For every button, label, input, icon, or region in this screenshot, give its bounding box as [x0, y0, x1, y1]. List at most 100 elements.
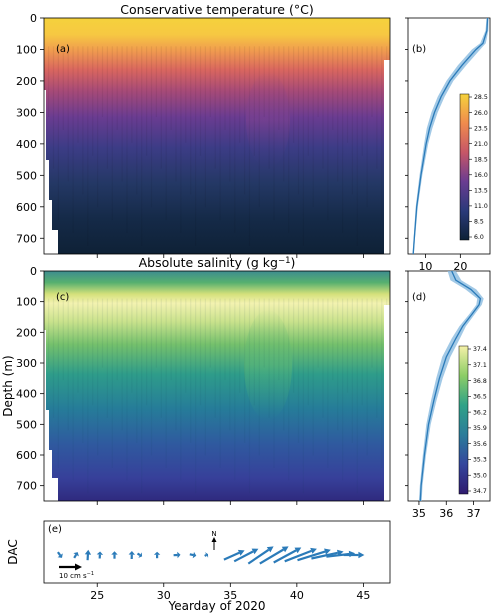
panel-a: Conservative temperature (°C) (a) 0 100 20… [16, 2, 391, 258]
dac-vector [259, 548, 285, 565]
profile-stripe [366, 46, 368, 208]
profile-stripe [273, 298, 275, 468]
ytick-label: 100 [16, 43, 37, 56]
profile-stripe [62, 298, 64, 381]
panel-d-label: (d) [412, 292, 426, 303]
profile-stripe [190, 46, 192, 195]
dac-vector-head [57, 553, 63, 558]
colorbar-tick-label: 35.6 [473, 441, 487, 448]
panel-c-label: (c) [56, 292, 69, 303]
profile-stripe [175, 298, 177, 431]
xtick-label: 20 [453, 260, 467, 273]
colorbar-tick-label: 34.7 [473, 488, 487, 495]
profile-stripe [371, 46, 373, 118]
profile-stripe [92, 46, 94, 156]
colorbar-tick-label: 28.5 [474, 94, 488, 101]
profile-stripe [346, 46, 349, 143]
salinity-nodata-edge [44, 330, 58, 501]
colorbar-tick-label: 36.8 [473, 378, 487, 385]
profile-stripe [312, 298, 314, 456]
profile-stripe [293, 46, 295, 143]
ytick-label: 200 [16, 326, 37, 339]
ytick-label: 0 [30, 12, 37, 25]
profile-stripe [116, 298, 118, 381]
temperature-heatmap [44, 18, 390, 254]
colorbar-tick-label: 8.5 [474, 219, 484, 226]
xtick-label: 25 [90, 589, 104, 602]
profile-stripe [48, 298, 50, 368]
profile-stripe [229, 298, 231, 431]
xtick-label: 30 [157, 589, 171, 602]
ytick-label: 300 [16, 106, 37, 119]
panel-a-yticks: 0 100 200 300 400 500 600 700 [16, 12, 364, 258]
xtick-label: 40 [290, 589, 304, 602]
temperature-nodata-right [384, 60, 390, 254]
profile-stripe [180, 298, 182, 481]
profile-stripe [322, 298, 324, 418]
panel-d-xticks: 35 36 37 [405, 270, 481, 520]
profile-stripe [126, 298, 128, 481]
ytick-label: 0 [30, 265, 37, 278]
profile-stripe [170, 46, 172, 130]
dac-vector-head [111, 551, 118, 555]
colorbar-tick-label: 36.2 [473, 409, 487, 416]
dac-vector-head [237, 549, 245, 556]
profile-stripe [346, 298, 349, 393]
profile-stripe [248, 46, 251, 246]
dac-vector [204, 553, 208, 557]
profile-stripe [302, 46, 304, 246]
temperature-colorbar-ticks: 6.0 8.5 11.0 13.5 16.0 18.5 21.0 23.5 26.0 28.5 [469, 94, 488, 241]
profile-stripe [361, 298, 363, 406]
profile-stripe [234, 46, 236, 233]
profile-stripe [121, 298, 123, 431]
profile-stripe [268, 298, 270, 418]
profile-stripe [97, 46, 99, 208]
colorbar-tick-label: 23.5 [474, 125, 488, 132]
north-arrow-head [211, 537, 217, 542]
profile-stripe [376, 298, 378, 418]
colorbar-tick-label: 21.0 [474, 141, 488, 148]
profile-stripe [199, 298, 202, 406]
profile-stripe [195, 46, 197, 246]
profile-stripe [263, 298, 265, 368]
profile-stripe [214, 298, 216, 418]
profile-stripe [337, 46, 339, 182]
profile-stripe [283, 46, 285, 182]
colorbar-tick-label: 35.3 [473, 457, 487, 464]
profile-stripe [307, 298, 309, 406]
profile-stripe [337, 298, 339, 431]
ytick-label: 400 [16, 388, 37, 401]
panel-a-title: Conservative temperature (°C) [120, 2, 313, 17]
panel-b-frame [407, 17, 491, 255]
xtick-label: 37 [467, 507, 481, 520]
panel-e-label: (e) [48, 524, 62, 535]
colorbar-tick-label: 13.5 [474, 188, 488, 195]
profile-stripe [165, 298, 167, 468]
dac-vector [189, 553, 194, 557]
dac-vector [233, 550, 254, 563]
profile-stripe [131, 298, 133, 393]
profile-stripe [209, 46, 211, 118]
ytick-label: 300 [16, 357, 37, 370]
panel-b-xticks: 10 20 [405, 17, 467, 273]
dac-vector-head [177, 551, 181, 559]
profile-stripe [381, 298, 383, 468]
profile-stripe [258, 46, 260, 208]
profile-stripe [322, 46, 324, 169]
profile-stripe [248, 298, 251, 494]
temperature-stripes [48, 46, 388, 246]
north-indicator: N [211, 530, 217, 550]
profile-stripe [136, 46, 138, 195]
profile-stripe [101, 46, 104, 118]
xtick-label: 45 [356, 589, 370, 602]
salinity-profile-mean [419, 270, 482, 502]
profile-stripe [82, 46, 84, 195]
profile-stripe [356, 46, 358, 246]
profile-stripe [82, 298, 84, 443]
profile-stripe [224, 46, 226, 130]
profile-stripe [204, 298, 206, 456]
ytick-label: 700 [16, 480, 37, 493]
profile-stripe [371, 298, 373, 368]
ytick-label: 100 [16, 296, 37, 309]
